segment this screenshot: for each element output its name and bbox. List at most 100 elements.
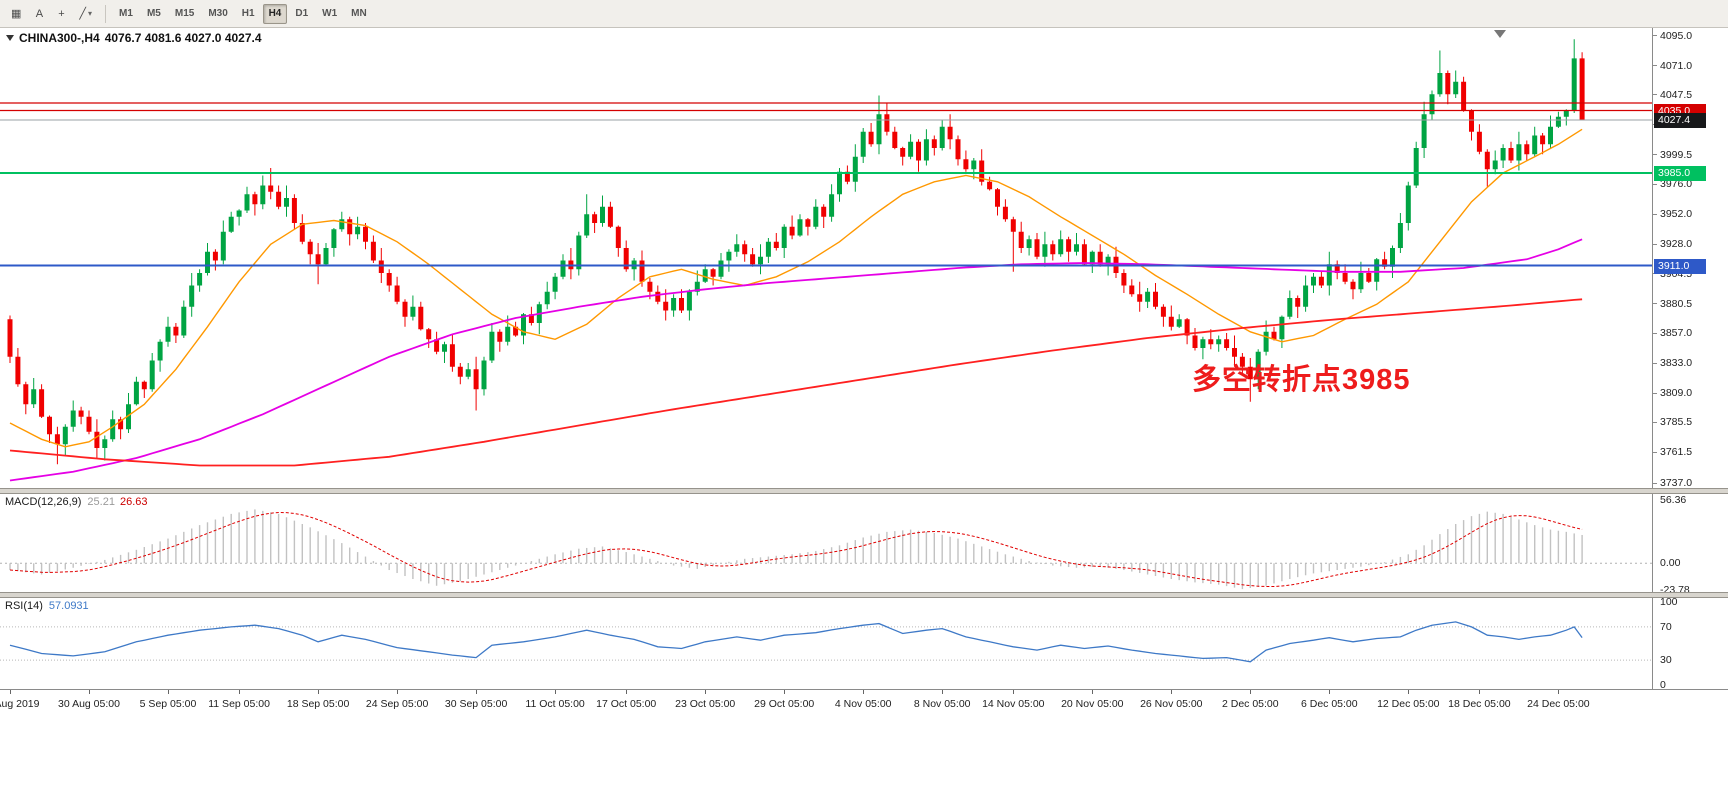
price-axis-tick: [1653, 65, 1657, 66]
rsi-scale-label: 30: [1660, 654, 1672, 667]
timeframe-button-d1[interactable]: D1: [289, 4, 314, 24]
time-axis-label: 29 Oct 05:00: [754, 698, 815, 710]
price-axis-tick: [1653, 362, 1657, 364]
pane-splitter[interactable]: [0, 488, 1728, 494]
price-tag-4027.4: 4027.4: [1654, 113, 1706, 128]
price-axis-label: 3999.5: [1660, 148, 1693, 161]
price-axis-tick: [1653, 451, 1657, 453]
time-axis-tick: [318, 690, 320, 694]
time-axis-label: 11 Oct 05:00: [525, 698, 585, 710]
time-axis[interactable]: 26 Aug 2019 30 Aug 05:00 5 Sep 05:00 11 Sep…: [0, 689, 1728, 716]
time-axis-tick: [168, 690, 169, 694]
rsi-scale-label: 70: [1660, 620, 1672, 633]
time-axis-tick: [1329, 690, 1331, 694]
time-axis-tick: [863, 690, 865, 694]
price-axis-label: 3857.0: [1660, 327, 1693, 339]
macd-scale-label: 56.36: [1660, 494, 1687, 506]
price-axis-tick: [1653, 243, 1657, 245]
macd-label: MACD(12,26,9) 25.21 26.63: [5, 496, 147, 508]
draw-tools-icon: ╱: [79, 8, 87, 20]
time-axis-label: 30 Aug 05:00: [58, 698, 120, 710]
rsi-indicator-pane[interactable]: RSI(14) 57.0931: [0, 598, 1728, 689]
price-axis-tick: [1653, 482, 1657, 484]
timeframe-button-h4[interactable]: H4: [262, 3, 288, 24]
timeframe-button-h1[interactable]: H1: [236, 4, 261, 24]
time-axis-label: 4 Nov 05:00: [834, 698, 892, 710]
time-axis-tick: [626, 690, 628, 694]
time-axis-label: 12 Dec 05:00: [1377, 698, 1440, 710]
main-chart-pane[interactable]: CHINA300-,H4 4076.7 4081.6 4027.0 4027.4…: [0, 28, 1728, 488]
time-axis-tick: [1479, 690, 1481, 694]
macd-scale-label: 0.00: [1660, 557, 1681, 570]
timeframe-button-m15[interactable]: M15: [169, 4, 200, 24]
time-axis-label: 23 Oct 05:00: [675, 698, 736, 710]
price-axis-label: 3976.0: [1660, 178, 1693, 191]
chart-symbol-period: CHINA300-,H4: [19, 31, 100, 45]
price-axis-label: 3761.5: [1660, 446, 1693, 459]
chart-window-button[interactable]: ▦: [5, 4, 27, 24]
chart-ohlc-values: 4076.7 4081.6 4027.0 4027.4: [104, 31, 262, 45]
time-axis-tick: [397, 690, 399, 694]
time-axis-label: 18 Sep 05:00: [286, 698, 350, 710]
price-axis-label: 3785.5: [1660, 416, 1693, 429]
crosshair-tool-button[interactable]: +: [51, 4, 71, 24]
chart-annotation: 多空转折点3985: [1192, 364, 1411, 396]
time-axis-label: 26 Aug 2019: [0, 698, 40, 710]
timeframe-button-m5[interactable]: M5: [141, 4, 167, 24]
price-axis-tick: [1653, 303, 1657, 305]
rsi-chart[interactable]: [0, 598, 1652, 689]
time-axis-tick: [89, 690, 90, 694]
timeframe-button-mn[interactable]: MN: [345, 4, 373, 24]
price-axis-tick: [1653, 332, 1657, 334]
time-axis-label: 30 Sep 05:00: [444, 698, 508, 710]
time-axis-tick: [1171, 690, 1173, 694]
time-axis-tick: [239, 690, 241, 694]
macd-indicator-pane[interactable]: MACD(12,26,9) 25.21 26.63: [0, 494, 1728, 592]
price-axis-tick: [1653, 273, 1657, 275]
price-axis[interactable]: 4095.04071.04047.54023.53999.53976.03952…: [1652, 28, 1728, 691]
timeframe-button-w1[interactable]: W1: [316, 4, 343, 24]
time-axis-label: 20 Nov 05:00: [1061, 698, 1124, 710]
timeframe-button-m30[interactable]: M30: [202, 4, 233, 24]
time-axis-tick: [476, 690, 478, 694]
macd-signal-value: 26.63: [119, 496, 148, 508]
time-axis-label: 14 Nov 05:00: [982, 698, 1045, 710]
chart-title: CHINA300-,H4 4076.7 4081.6 4027.0 4027.4: [6, 31, 262, 45]
price-axis-label: 4047.5: [1660, 88, 1693, 101]
toolbar-separator: [105, 4, 107, 23]
time-axis-tick: [10, 690, 11, 694]
macd-name: MACD(12,26,9): [5, 496, 82, 508]
time-axis-label: 17 Oct 05:00: [596, 698, 657, 710]
time-axis-tick: [1092, 690, 1094, 694]
toolbar-icons: ▦ A + ╱ ▾: [4, 4, 99, 24]
price-axis-tick: [1653, 35, 1657, 36]
chart-window[interactable]: CHINA300-,H4 4076.7 4081.6 4027.0 4027.4…: [0, 28, 1728, 785]
timeframe-toolbar: M1 M5 M15 M30 H1 H4 D1 W1 MN: [112, 3, 374, 24]
time-axis-tick: [1408, 690, 1410, 694]
chart-window-icon: ▦: [11, 8, 22, 20]
draw-tools-button[interactable]: ╱ ▾: [73, 4, 98, 24]
rsi-scale-label: 0: [1660, 679, 1666, 691]
time-axis-label: 6 Dec 05:00: [1300, 698, 1358, 710]
timeframe-button-m1[interactable]: M1: [113, 4, 139, 24]
time-axis-label: 26 Nov 05:00: [1140, 698, 1203, 710]
price-axis-label: 3833.0: [1660, 357, 1693, 369]
price-axis-tick: [1653, 183, 1657, 185]
macd-value: 25.21: [87, 496, 115, 508]
crosshair-tool-icon: +: [58, 7, 65, 20]
time-axis-tick: [1558, 690, 1560, 694]
rsi-name: RSI(14): [5, 600, 43, 612]
time-axis-label: 5 Sep 05:00: [139, 698, 197, 710]
price-axis-label: 3880.5: [1660, 297, 1693, 310]
macd-chart[interactable]: [0, 494, 1652, 592]
pane-splitter[interactable]: [0, 592, 1728, 598]
text-tool-button[interactable]: A: [29, 4, 49, 24]
time-axis-label: 8 Nov 05:00: [913, 698, 971, 710]
chart-title-marker-icon: [6, 35, 14, 41]
chevron-down-icon: ▾: [88, 9, 93, 18]
chart-shift-marker-icon[interactable]: [1494, 30, 1506, 38]
candlestick-chart[interactable]: [0, 28, 1652, 488]
price-axis-label: 3928.0: [1660, 238, 1693, 251]
time-axis-tick: [1250, 690, 1252, 694]
